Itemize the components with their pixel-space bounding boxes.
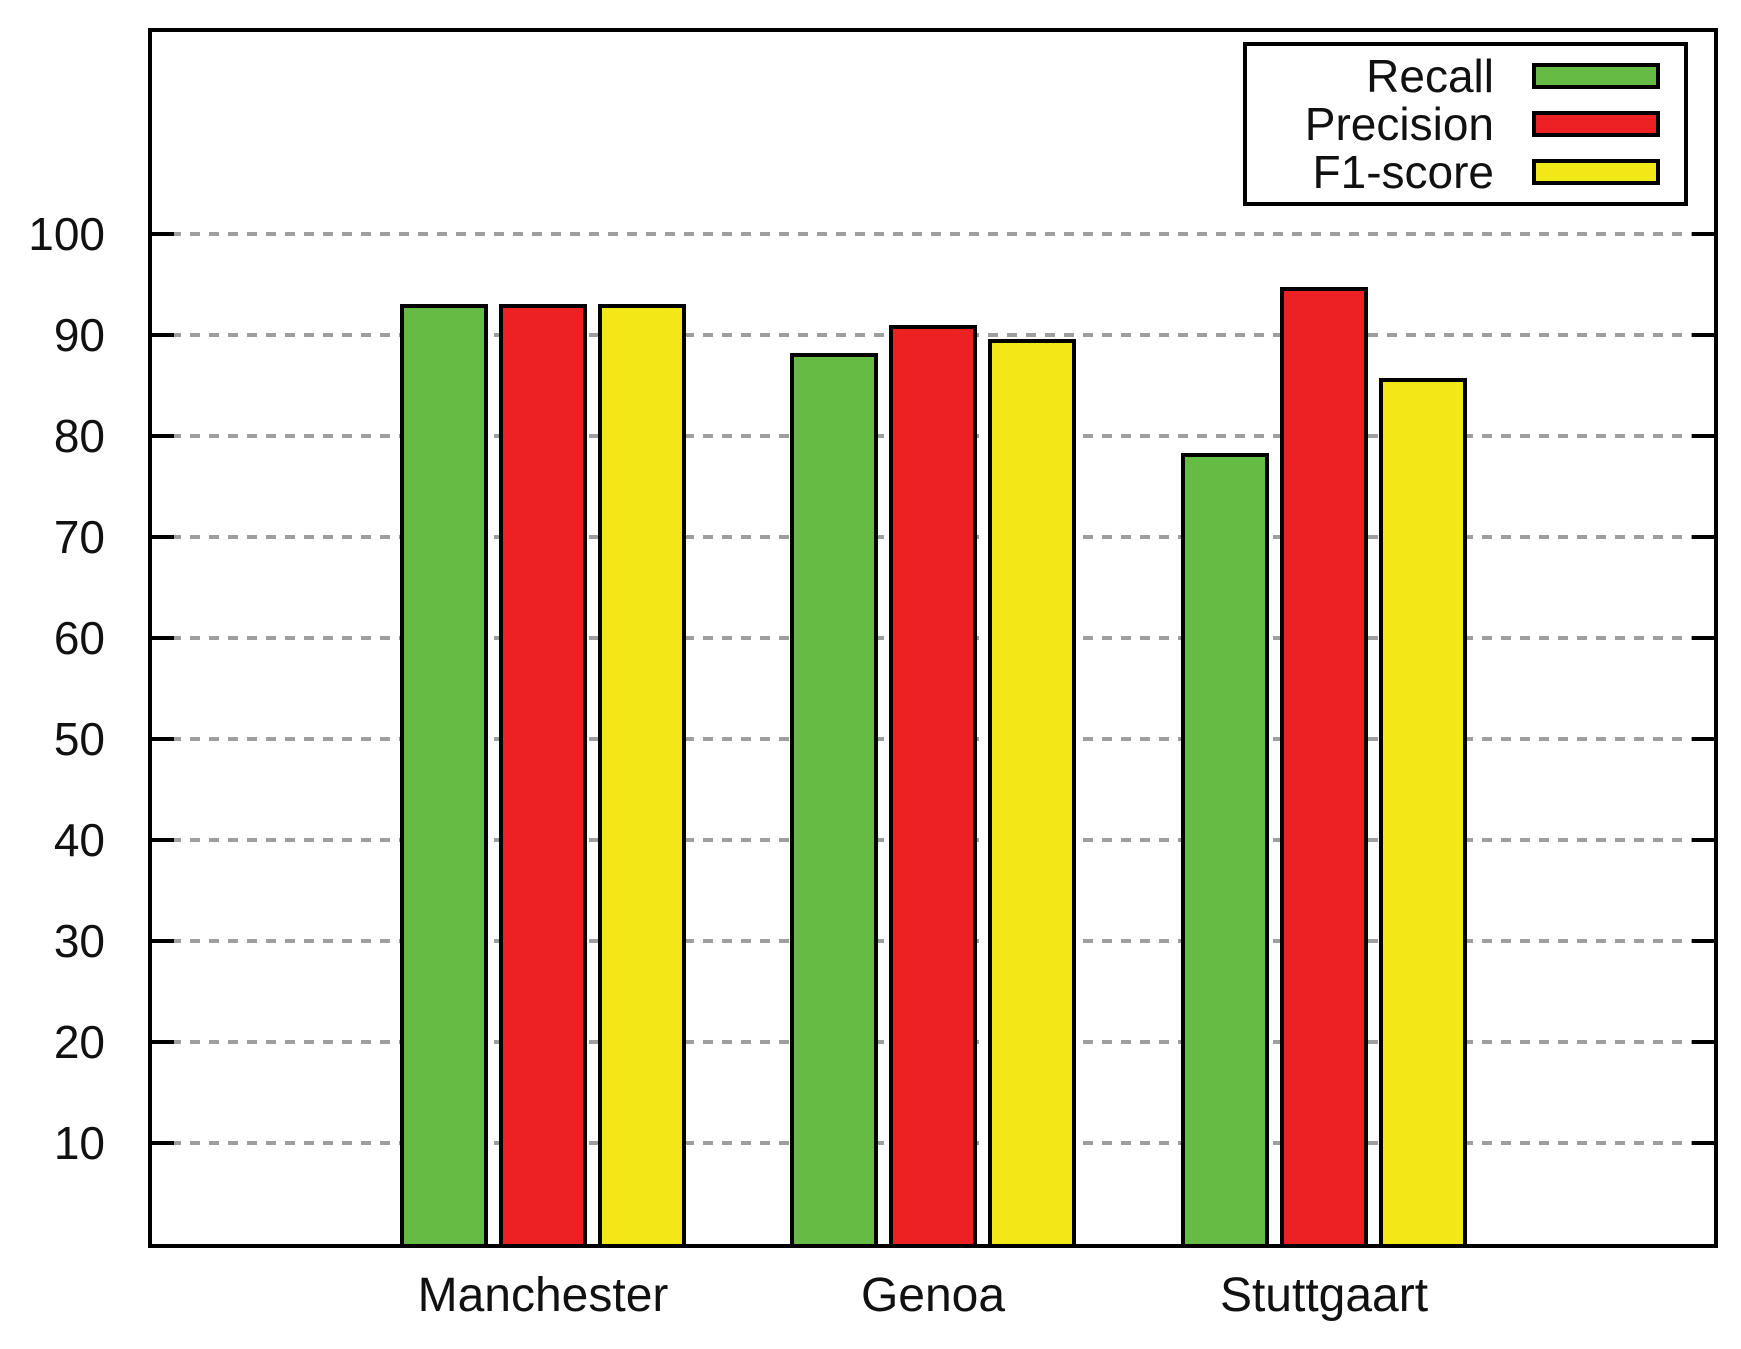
y-tick-label: 30: [53, 915, 105, 967]
legend-row-precision: Precision: [1247, 100, 1684, 148]
legend-label-f1score: F1-score: [1312, 146, 1494, 198]
bar-precision-stuttgaart: [1280, 287, 1368, 1244]
y-tick-label: 40: [53, 814, 105, 866]
bar-f1score-genoa: [988, 339, 1076, 1244]
legend-row-f1score: F1-score: [1247, 148, 1684, 196]
x-category-label: Genoa: [860, 1269, 1006, 1322]
y-tick-right: [1692, 636, 1714, 640]
y-tick-label: 20: [53, 1016, 105, 1068]
y-tick-label: 90: [53, 309, 105, 361]
y-tick-right: [1692, 434, 1714, 438]
y-tick-left: [152, 232, 174, 236]
y-tick-left: [152, 939, 174, 943]
y-tick-left: [152, 535, 174, 539]
y-tick-right: [1692, 535, 1714, 539]
y-tick-left: [152, 737, 174, 741]
y-tick-left: [152, 1141, 174, 1145]
y-tick-right: [1692, 939, 1714, 943]
y-tick-label: 50: [53, 713, 105, 765]
bar-f1score-stuttgaart: [1379, 378, 1467, 1244]
bar-precision-manchester: [499, 304, 587, 1244]
y-tick-left: [152, 838, 174, 842]
y-tick-right: [1692, 1040, 1714, 1044]
y-tick-label: 60: [53, 612, 105, 664]
x-category-label: Manchester: [417, 1269, 669, 1322]
bar-precision-genoa: [889, 325, 977, 1244]
legend-label-recall: Recall: [1366, 50, 1494, 102]
legend-swatch-precision-icon: [1532, 111, 1660, 137]
legend-row-recall: Recall: [1247, 52, 1684, 100]
y-gridline: [152, 232, 1714, 236]
y-tick-label: 10: [53, 1117, 105, 1169]
legend-label-precision: Precision: [1304, 98, 1494, 150]
legend-swatch-f1score-icon: [1532, 159, 1660, 185]
legend: Recall Precision F1-score: [1243, 42, 1688, 206]
y-tick-label: 100: [28, 208, 105, 260]
y-tick-right: [1692, 232, 1714, 236]
x-category-label: Stuttgaart: [1219, 1269, 1429, 1322]
y-tick-label: 80: [53, 410, 105, 462]
y-tick-left: [152, 1040, 174, 1044]
y-tick-right: [1692, 838, 1714, 842]
bar-recall-stuttgaart: [1181, 453, 1269, 1244]
bar-f1score-manchester: [598, 304, 686, 1244]
y-tick-right: [1692, 737, 1714, 741]
y-tick-right: [1692, 333, 1714, 337]
bar-recall-genoa: [790, 353, 878, 1244]
bar-recall-manchester: [400, 304, 488, 1244]
plot-area: [148, 28, 1718, 1248]
y-tick-left: [152, 333, 174, 337]
y-tick-right: [1692, 1141, 1714, 1145]
y-tick-label: 70: [53, 511, 105, 563]
y-tick-left: [152, 636, 174, 640]
y-tick-left: [152, 434, 174, 438]
y-axis-tick-labels: 10 20 30 40 50 60 70 80 90 100: [0, 0, 105, 1349]
legend-swatch-recall-icon: [1532, 63, 1660, 89]
